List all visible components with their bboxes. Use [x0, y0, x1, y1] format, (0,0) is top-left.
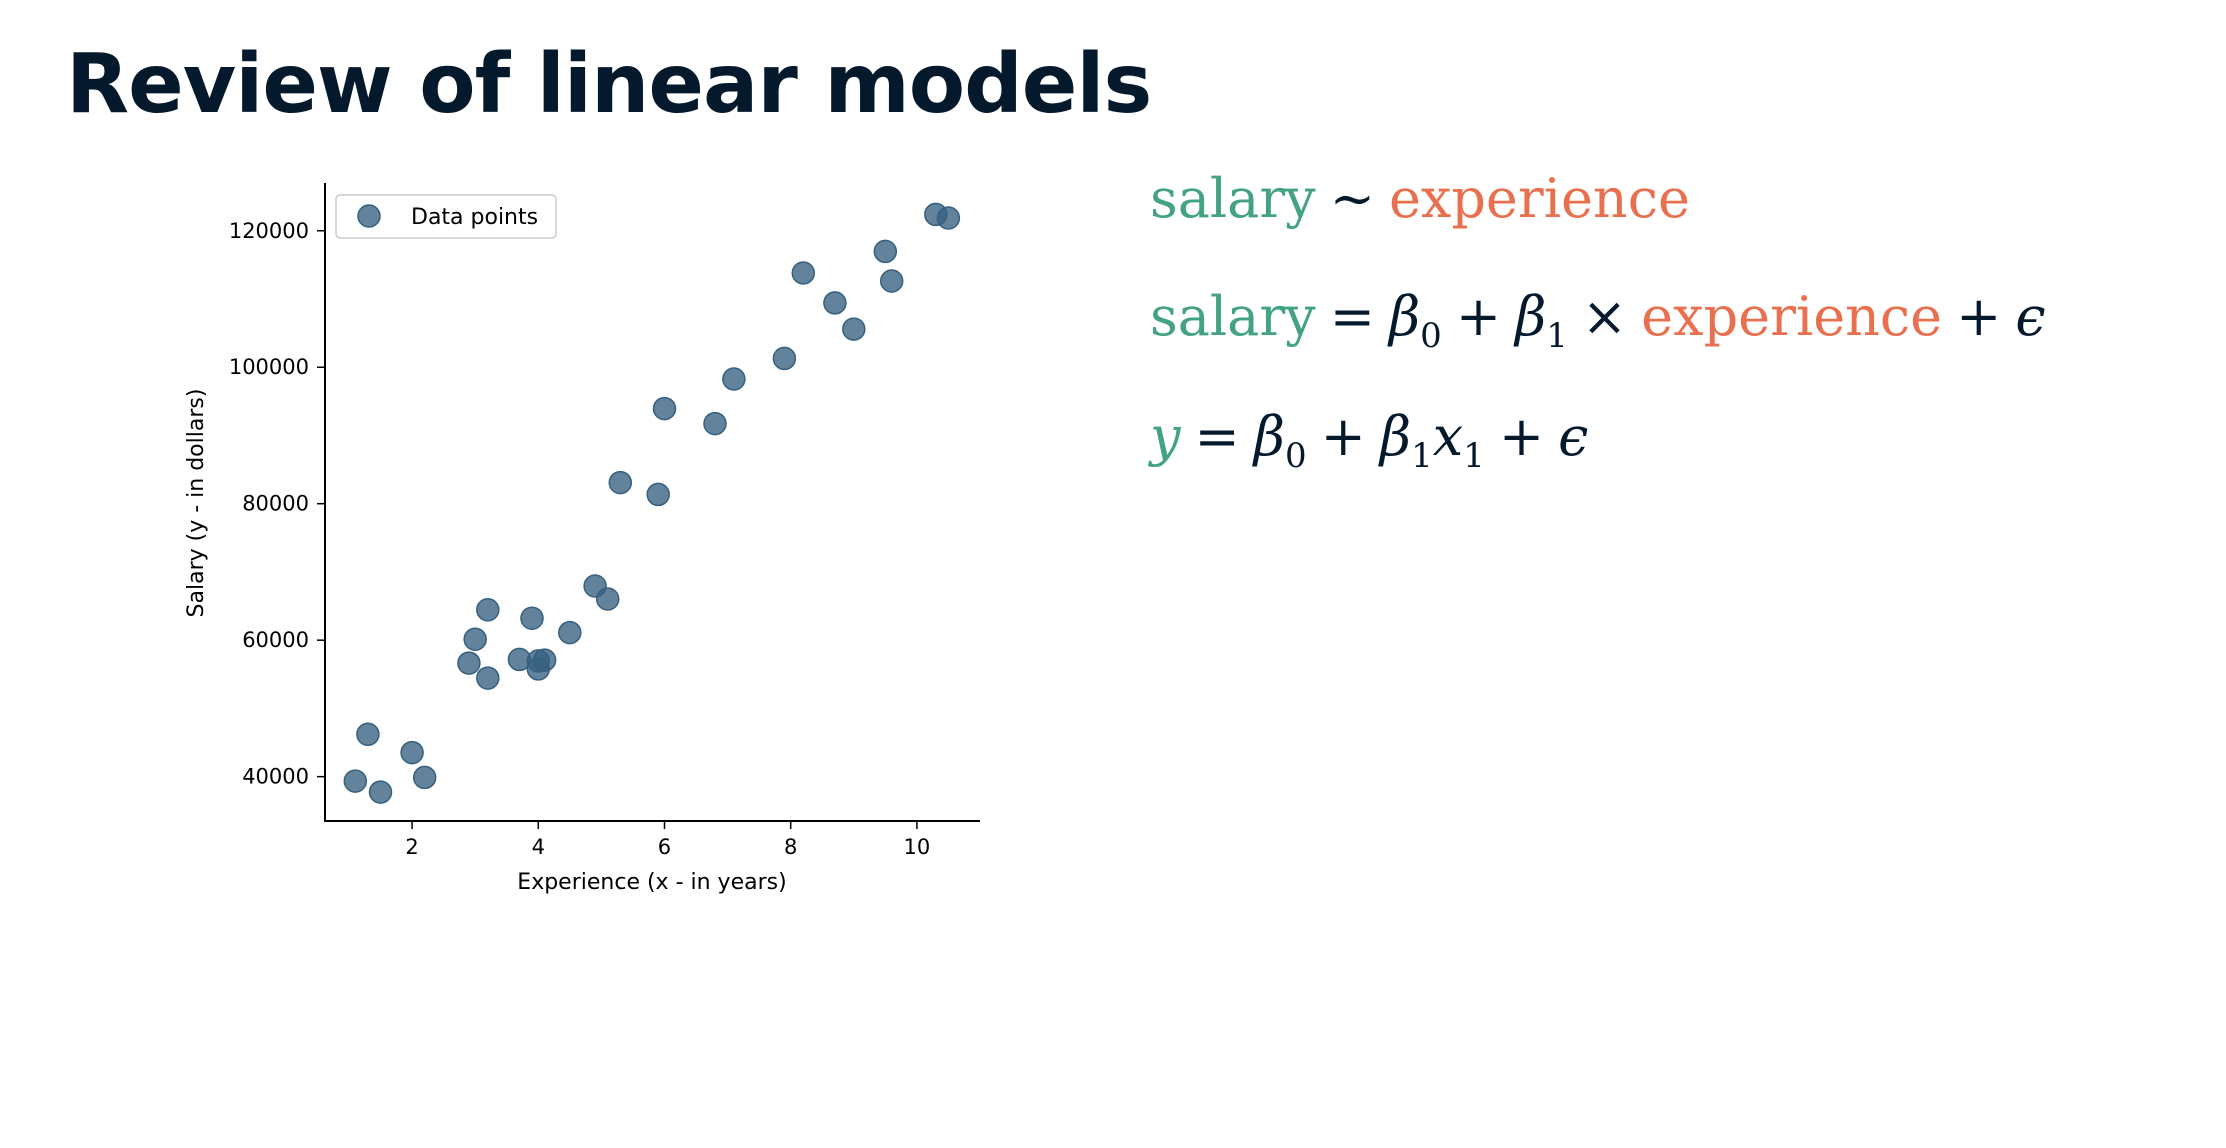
- data-point: [936, 206, 961, 230]
- data-point: [476, 666, 500, 690]
- eq3-beta1: β: [1379, 405, 1412, 468]
- x-tick-label: 6: [658, 835, 671, 859]
- data-point: [722, 367, 746, 391]
- data-points-layer: [343, 202, 961, 804]
- x-ticks: 2 4 6 8 10: [405, 821, 930, 859]
- data-point: [368, 780, 393, 804]
- eq3-lhs: y: [1150, 405, 1181, 468]
- eq3-beta0: β: [1253, 405, 1285, 468]
- eq2-beta0: β: [1388, 285, 1421, 348]
- equation-2: salary = β0 + β1 × experience + ϵ: [1150, 290, 2046, 354]
- data-point: [356, 722, 380, 747]
- data-point: [457, 651, 481, 675]
- page-title: Review of linear models: [66, 37, 1152, 132]
- data-point: [343, 769, 368, 793]
- data-point: [703, 411, 727, 436]
- y-tick-label: 100000: [229, 355, 309, 379]
- eq2-beta0-sub: 0: [1420, 316, 1442, 356]
- eq3-beta1-sub: 1: [1411, 436, 1433, 476]
- x-axis-title: Experience (x - in years): [517, 870, 786, 895]
- eq2-lhs: salary: [1150, 285, 1316, 348]
- eq1-lhs: salary: [1150, 167, 1316, 230]
- chart-svg: 2 4 6 8 10 40000 60000 80000 100000 120000 Exper…: [184, 183, 980, 895]
- y-tick-label: 60000: [242, 628, 309, 652]
- data-point: [595, 587, 620, 611]
- y-ticks: 40000 60000 80000 100000 120000: [229, 219, 325, 789]
- eq2-plus-2: +: [1956, 285, 2002, 348]
- eq3-x: x: [1432, 405, 1464, 468]
- data-point: [412, 765, 437, 790]
- equation-1: salary ∼ experience: [1150, 172, 1690, 226]
- y-tick-label: 40000: [242, 765, 309, 789]
- eq3-x-sub: 1: [1463, 436, 1485, 476]
- eq2-error: ϵ: [2015, 285, 2046, 348]
- eq3-plus-2: +: [1498, 405, 1545, 468]
- eq2-var: experience: [1641, 285, 1943, 348]
- legend-label: Data points: [411, 205, 538, 230]
- scatter-chart: 2 4 6 8 10 40000 60000 80000 100000 120000 Exper…: [160, 170, 1000, 910]
- data-point: [791, 261, 816, 285]
- data-point: [652, 396, 677, 421]
- data-point: [772, 346, 797, 371]
- legend-marker: [357, 204, 381, 228]
- data-point: [879, 269, 904, 293]
- eq3-plus-1: +: [1320, 405, 1366, 468]
- eq2-beta1-sub: 1: [1546, 316, 1568, 356]
- legend: Data points: [335, 194, 557, 239]
- eq2-beta1: β: [1515, 285, 1547, 348]
- eq3-equals: =: [1194, 405, 1240, 468]
- data-point: [842, 317, 866, 341]
- data-point: [558, 620, 582, 645]
- data-point: [823, 291, 847, 315]
- data-point: [646, 482, 670, 507]
- y-axis-title: Salary (y - in dollars): [184, 389, 209, 618]
- y-tick-label: 120000: [229, 219, 309, 243]
- eq3-error: ϵ: [1558, 405, 1589, 468]
- legend-box: [335, 194, 557, 239]
- data-point: [463, 627, 487, 651]
- x-tick-label: 4: [532, 835, 545, 859]
- eq1-rhs: experience: [1388, 167, 1690, 230]
- x-tick-label: 10: [904, 835, 931, 859]
- data-point: [520, 606, 544, 630]
- equation-3: y = β0 + β1x1 + ϵ: [1150, 410, 1588, 474]
- data-point: [608, 470, 633, 495]
- data-point: [476, 598, 500, 622]
- data-point: [873, 239, 898, 264]
- x-tick-label: 8: [784, 835, 797, 859]
- data-point: [400, 740, 424, 765]
- data-point: [532, 648, 557, 672]
- y-tick-label: 80000: [242, 492, 309, 516]
- eq2-equals: =: [1329, 285, 1375, 348]
- eq3-beta0-sub: 0: [1284, 436, 1307, 476]
- x-tick-label: 2: [405, 835, 418, 859]
- eq1-tilde: ∼: [1329, 167, 1375, 230]
- eq2-plus-1: +: [1455, 285, 1502, 348]
- eq2-times: ×: [1581, 285, 1628, 348]
